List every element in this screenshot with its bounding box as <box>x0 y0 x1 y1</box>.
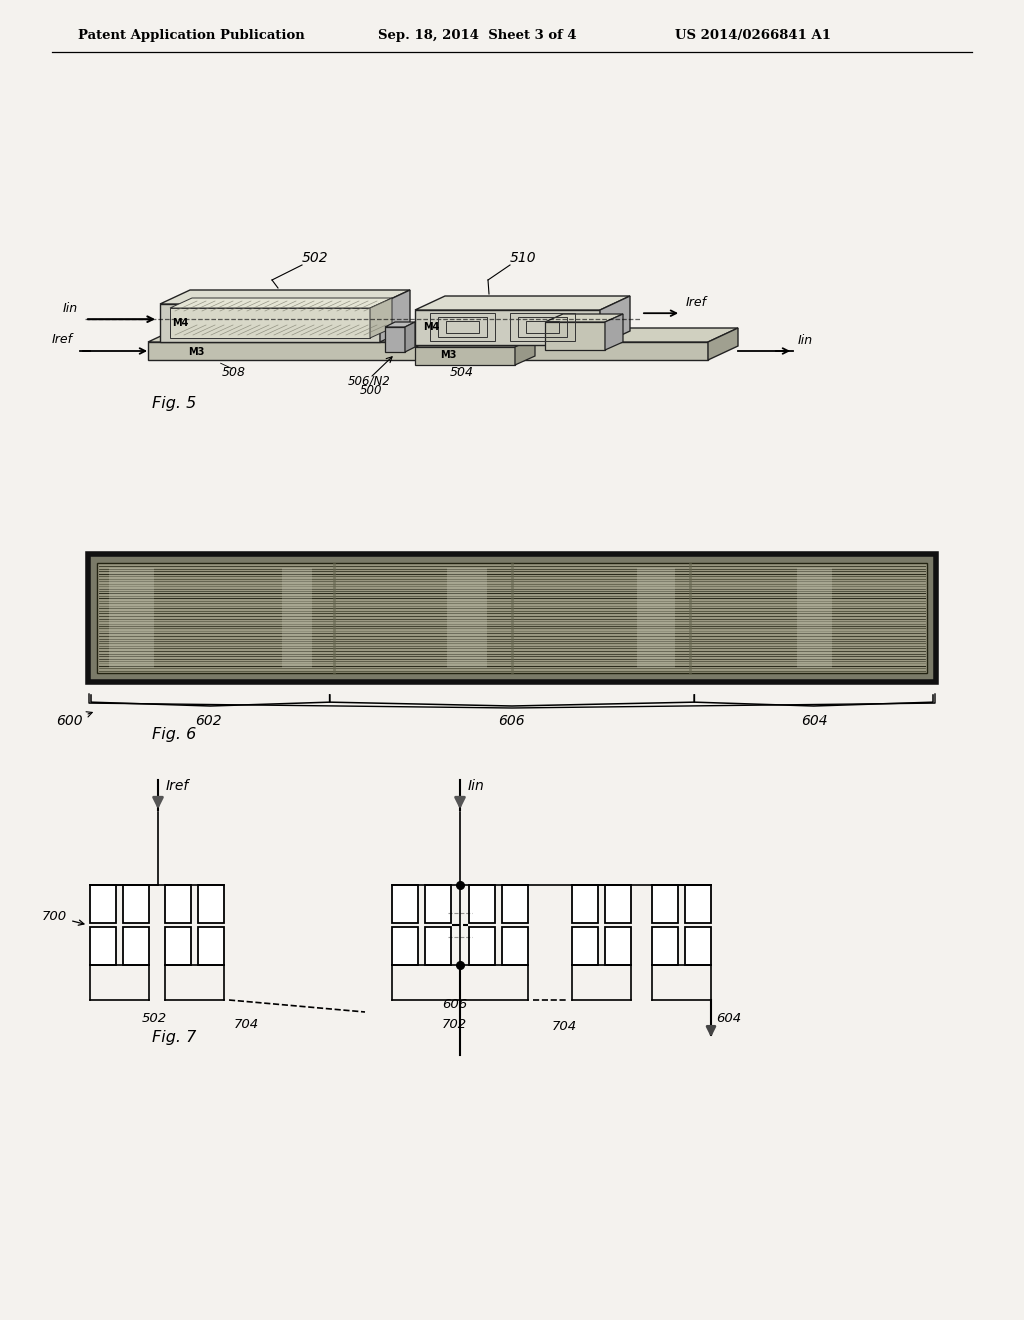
Text: 506/N2: 506/N2 <box>348 375 391 388</box>
Polygon shape <box>515 338 535 366</box>
Polygon shape <box>605 314 623 350</box>
Text: Iin: Iin <box>62 302 78 315</box>
Bar <box>109 568 154 668</box>
Bar <box>685 927 711 965</box>
Text: 510: 510 <box>510 251 537 265</box>
Text: Iin: Iin <box>798 334 813 347</box>
Bar <box>165 884 191 923</box>
Bar <box>572 884 598 923</box>
Polygon shape <box>148 327 738 342</box>
Text: Iref: Iref <box>166 779 189 793</box>
Text: Fig. 7: Fig. 7 <box>152 1030 197 1045</box>
Polygon shape <box>545 322 605 350</box>
Bar <box>526 321 559 333</box>
Bar <box>510 313 575 341</box>
Text: 702: 702 <box>442 1018 467 1031</box>
Text: Patent Application Publication: Patent Application Publication <box>78 29 305 41</box>
Bar <box>123 884 150 923</box>
Text: 602: 602 <box>195 714 221 729</box>
Text: 500: 500 <box>360 384 383 397</box>
Polygon shape <box>415 347 515 366</box>
Text: M3: M3 <box>440 350 457 360</box>
Text: 606: 606 <box>442 998 467 1011</box>
Bar <box>652 884 678 923</box>
Text: 502: 502 <box>302 251 329 265</box>
Bar <box>198 884 224 923</box>
Bar <box>518 317 567 337</box>
Text: 504: 504 <box>450 366 474 379</box>
Bar <box>88 554 936 682</box>
Bar <box>392 927 418 965</box>
Bar <box>572 927 598 965</box>
Bar <box>425 884 451 923</box>
Bar <box>438 317 487 337</box>
Bar <box>685 884 711 923</box>
Polygon shape <box>170 298 392 308</box>
Bar <box>97 564 927 673</box>
Text: Iin: Iin <box>468 779 484 793</box>
Polygon shape <box>385 322 415 327</box>
Polygon shape <box>415 310 600 345</box>
Text: 604: 604 <box>801 714 827 729</box>
Bar <box>652 927 678 965</box>
Text: Sep. 18, 2014  Sheet 3 of 4: Sep. 18, 2014 Sheet 3 of 4 <box>378 29 577 41</box>
Bar <box>430 313 495 341</box>
Polygon shape <box>385 327 406 352</box>
Bar <box>605 927 631 965</box>
Text: Iref: Iref <box>686 296 707 309</box>
Bar <box>392 884 418 923</box>
Text: 508: 508 <box>222 366 246 379</box>
Bar <box>797 568 831 668</box>
Polygon shape <box>370 298 392 338</box>
Bar <box>198 927 224 965</box>
Text: 502: 502 <box>142 1012 167 1026</box>
Polygon shape <box>406 322 415 352</box>
Polygon shape <box>160 290 410 304</box>
Text: 704: 704 <box>234 1018 259 1031</box>
Bar <box>469 927 495 965</box>
Polygon shape <box>380 290 410 342</box>
Bar <box>637 568 675 668</box>
Bar <box>469 884 495 923</box>
Polygon shape <box>415 296 630 310</box>
Bar <box>502 884 528 923</box>
Bar <box>165 927 191 965</box>
Text: M4: M4 <box>172 318 188 329</box>
Bar <box>90 927 116 965</box>
Polygon shape <box>148 342 708 360</box>
Polygon shape <box>545 314 623 322</box>
Bar <box>425 927 451 965</box>
Bar <box>502 927 528 965</box>
Polygon shape <box>160 304 380 342</box>
Bar <box>90 884 116 923</box>
Text: 700: 700 <box>42 909 84 925</box>
Text: Iref: Iref <box>52 333 73 346</box>
Bar <box>446 321 479 333</box>
Text: M3: M3 <box>188 347 205 356</box>
Bar <box>282 568 312 668</box>
Text: 704: 704 <box>552 1020 578 1034</box>
Polygon shape <box>170 308 370 338</box>
Polygon shape <box>415 338 535 347</box>
Polygon shape <box>600 296 630 345</box>
Bar <box>123 927 150 965</box>
Text: 604: 604 <box>716 1012 741 1026</box>
Text: 606: 606 <box>498 714 524 729</box>
Text: US 2014/0266841 A1: US 2014/0266841 A1 <box>675 29 831 41</box>
Text: Fig. 6: Fig. 6 <box>152 727 197 742</box>
Bar <box>605 884 631 923</box>
Text: 600: 600 <box>56 711 92 729</box>
Text: Fig. 5: Fig. 5 <box>152 396 197 411</box>
Text: M4: M4 <box>423 322 439 333</box>
Polygon shape <box>708 327 738 360</box>
Bar <box>447 568 487 668</box>
